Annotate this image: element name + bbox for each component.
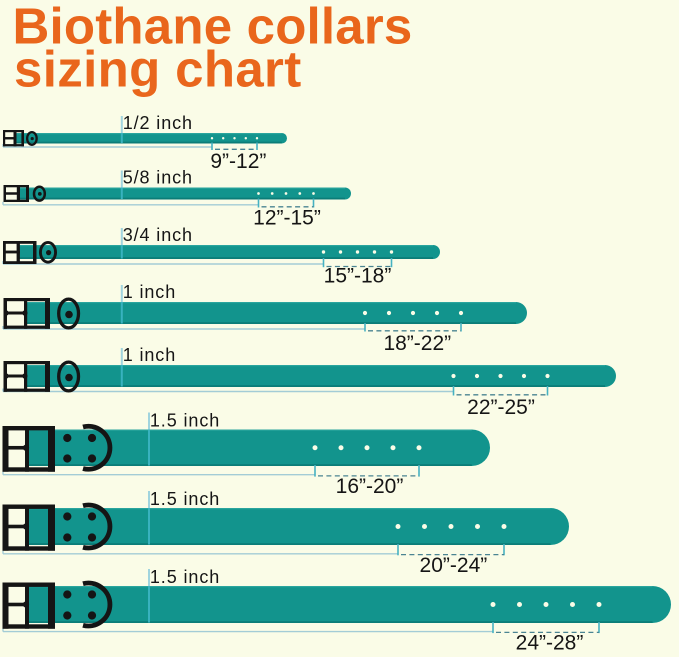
svg-text:18”-22”: 18”-22” [383, 332, 451, 355]
svg-text:15”-18”: 15”-18” [324, 265, 392, 288]
svg-text:1/2 inch: 1/2 inch [123, 113, 193, 133]
svg-text:24”-28”: 24”-28” [516, 631, 584, 652]
svg-text:20”-24”: 20”-24” [420, 554, 488, 577]
svg-text:sizing chart: sizing chart [14, 41, 302, 98]
svg-text:16”-20”: 16”-20” [336, 475, 404, 498]
svg-text:3/4 inch: 3/4 inch [123, 225, 193, 245]
svg-text:9”-12”: 9”-12” [210, 150, 266, 173]
svg-text:1.5 inch: 1.5 inch [150, 489, 220, 509]
svg-text:Biothane collars: Biothane collars [13, 0, 413, 55]
svg-text:22”-25”: 22”-25” [467, 396, 535, 419]
svg-text:1 inch: 1 inch [123, 282, 176, 302]
svg-text:5/8 inch: 5/8 inch [123, 168, 193, 188]
svg-text:1.5 inch: 1.5 inch [150, 411, 220, 431]
svg-text:12”-15”: 12”-15” [253, 206, 321, 229]
svg-text:1 inch: 1 inch [123, 345, 176, 365]
svg-text:1.5 inch: 1.5 inch [150, 567, 220, 587]
